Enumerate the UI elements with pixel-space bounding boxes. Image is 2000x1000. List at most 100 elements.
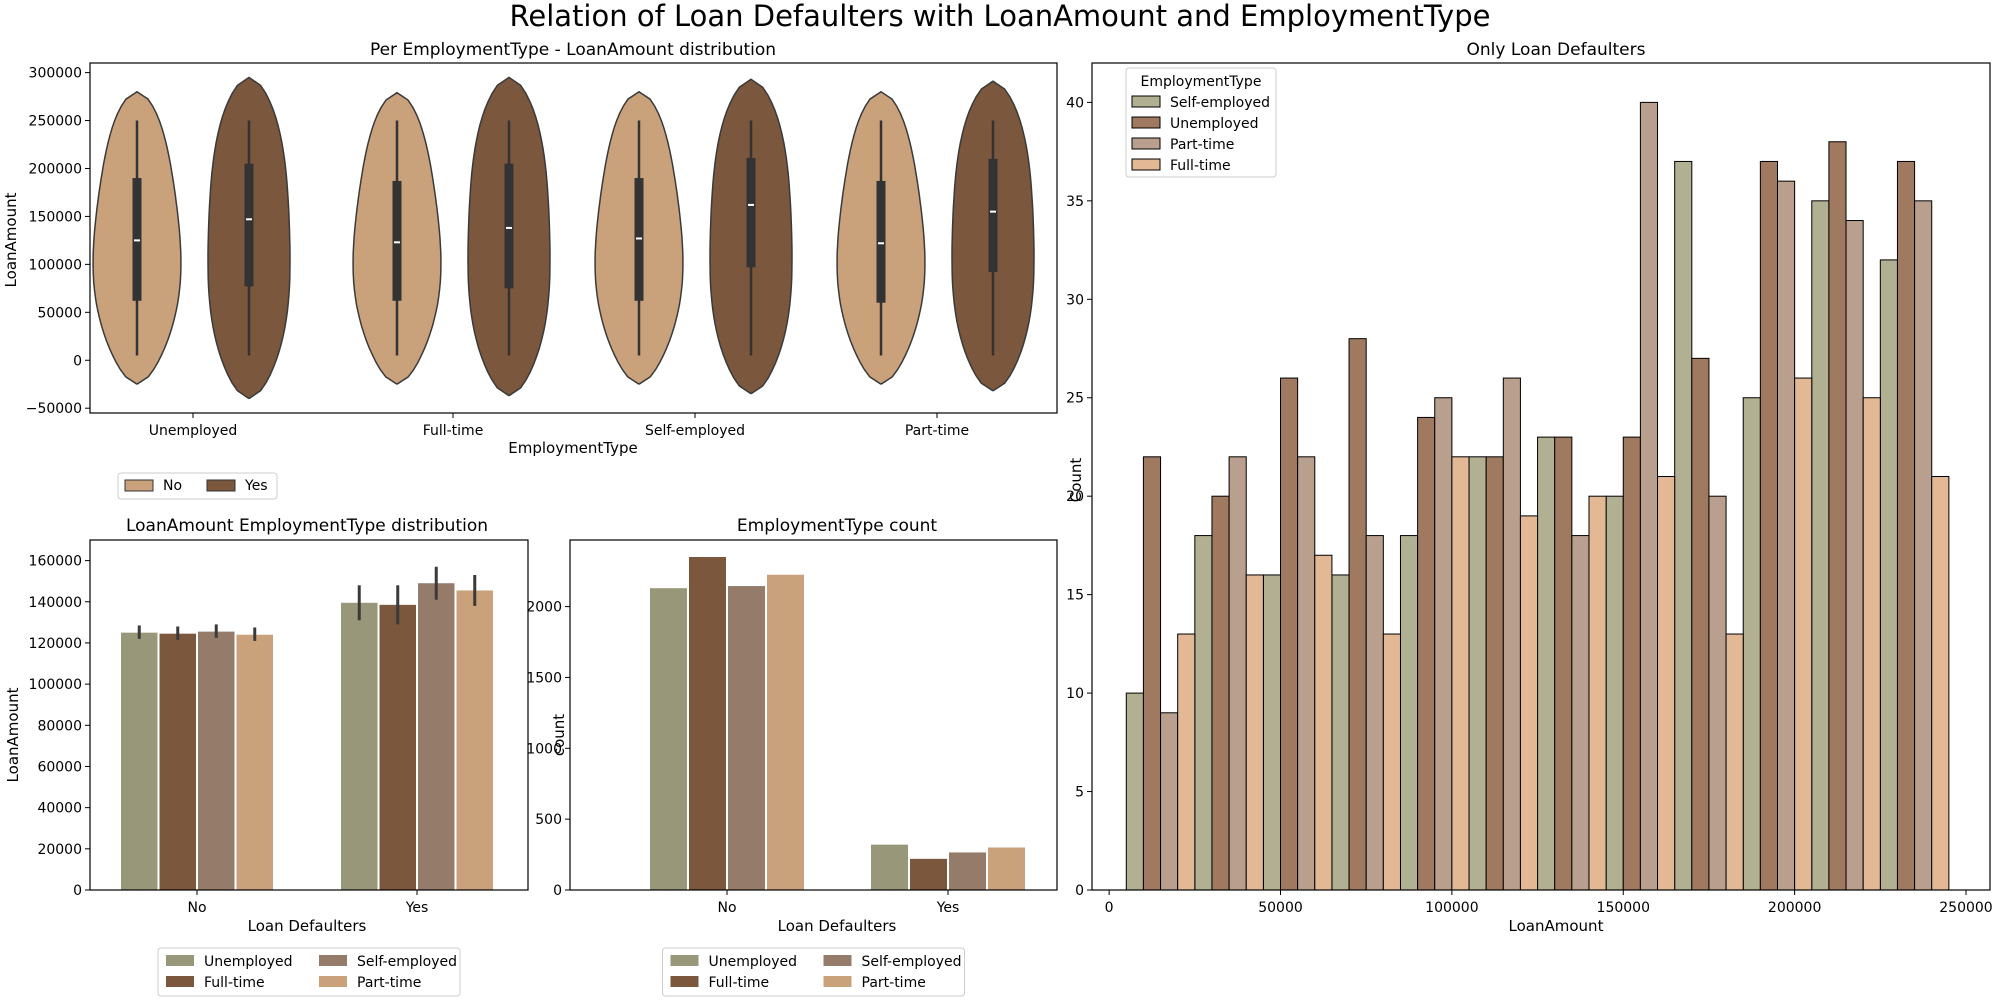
hist-ytick-label: 35 (1066, 194, 1084, 210)
violin-iqr-box (876, 180, 886, 303)
barmean-legend-swatch-unemployed (166, 955, 194, 966)
hist-bar-self-employed (1194, 535, 1213, 891)
violin-legend: No Yes (117, 472, 278, 500)
violin-ylabel: LoanAmount (2, 192, 20, 287)
figure-title: Relation of Loan Defaulters with LoanAmo… (510, 0, 1491, 33)
barmean-legend-swatch-full-time (166, 976, 194, 987)
barmean-bar-unemployed-no (121, 632, 158, 890)
hist-xlabel: LoanAmount (1509, 917, 1604, 935)
count-bar-part-time-yes (988, 847, 1025, 890)
barmean-bar-part-time-yes (456, 590, 493, 890)
hist-bar-full-time (1451, 456, 1470, 891)
barmean-legend-frame (157, 947, 461, 997)
violin-frame (89, 62, 1058, 414)
count-legend-label-part-time: Part-time (862, 975, 926, 991)
hist-xtick-label: 200000 (1768, 900, 1821, 916)
violin-ytick-label: 0 (73, 353, 82, 369)
violin-ytick-label: 100000 (29, 257, 82, 273)
barmean-xtick-label: Yes (405, 900, 429, 916)
hist-ytick-label: 40 (1066, 95, 1084, 111)
count-ytick-label: 0 (553, 883, 562, 899)
hist-bar-full-time (1725, 633, 1744, 891)
hist-bar-unemployed (1417, 416, 1436, 891)
hist-bar-part-time (1160, 712, 1179, 891)
hist-legend-label-part-time: Part-time (1170, 137, 1234, 153)
hist-bar-unemployed (1554, 436, 1573, 891)
violin-xtick-label: Self-employed (645, 423, 745, 439)
hist-bar-self-employed (1262, 574, 1282, 891)
count-bar-unemployed-yes (871, 844, 908, 890)
hist-ytick-label: 10 (1066, 686, 1084, 702)
hist-bar-self-employed (1742, 397, 1761, 891)
violin-ytick-label: 250000 (29, 114, 82, 130)
count-legend-frame (662, 947, 965, 997)
hist-frame (1091, 62, 1991, 891)
barmean-bar-part-time-no (236, 634, 273, 890)
count-ytick-label: 2000 (526, 600, 562, 616)
count-bar-unemployed-no (650, 588, 687, 890)
hist-bar-part-time (1845, 220, 1864, 891)
hist-bar-part-time (1708, 495, 1727, 891)
legend-swatch-no (124, 479, 154, 492)
violin-xtick-label: Full-time (423, 423, 484, 439)
legend-swatch-yes (206, 479, 236, 492)
hist-legend-swatch-unemployed (1131, 116, 1161, 129)
violin-chart: Per EmploymentType - LoanAmount distribu… (2, 40, 1058, 457)
violin-xtick-label: Part-time (905, 423, 969, 439)
hist-bar-full-time (1382, 633, 1401, 891)
hist-legend-swatch-full-time (1131, 158, 1161, 171)
count-xtick-label: Yes (936, 900, 960, 916)
count-xlabel: Loan Defaulters (778, 917, 897, 935)
barmean-xtick-label: No (187, 900, 206, 916)
barmean-bar-full-time-no (159, 633, 196, 890)
count-legend-label-self-employed: Self-employed (862, 954, 962, 970)
count-legend-label-unemployed: Unemployed (709, 954, 798, 970)
hist-bar-self-employed (1674, 160, 1693, 891)
hist-ytick-label: 15 (1066, 588, 1084, 604)
count-legend-label-full-time: Full-time (709, 975, 770, 991)
hist-bar-full-time (1177, 633, 1196, 891)
loanamount-bar-chart: LoanAmount EmploymentType distribution L… (4, 516, 529, 997)
count-bar-full-time-no (689, 557, 726, 890)
barmean-ytick-label: 80000 (37, 718, 82, 734)
hist-bar-part-time (1228, 456, 1247, 891)
hist-bar-self-employed (1811, 200, 1830, 891)
count-bar-part-time-no (767, 574, 804, 890)
barmean-ytick-label: 60000 (37, 759, 82, 775)
hist-ylabel: Count (1067, 458, 1085, 503)
barmean-legend-label-full-time: Full-time (204, 975, 265, 991)
violin-iqr-box (988, 158, 998, 273)
hist-bar-unemployed (1828, 141, 1847, 891)
hist-bar-full-time (1588, 495, 1607, 891)
hist-bar-full-time (1519, 515, 1539, 891)
hist-bar-full-time (1794, 377, 1813, 891)
barmean-legend-label-self-employed: Self-employed (357, 954, 457, 970)
count-frame (569, 539, 1058, 891)
hist-bar-unemployed (1348, 338, 1367, 891)
violin-ytick-label: 50000 (37, 305, 82, 321)
barmean-ytick-label: 120000 (29, 636, 82, 652)
hist-bar-part-time (1571, 535, 1590, 891)
count-legend-swatch-unemployed (670, 955, 699, 966)
hist-bar-unemployed (1622, 436, 1641, 891)
hist-ytick-label: 25 (1066, 391, 1084, 407)
violin-xlabel: EmploymentType (508, 439, 638, 457)
hist-bar-self-employed (1605, 495, 1624, 891)
defaulters-histogram: Only Loan Defaulters LoanAmount Count 0 5… (1066, 40, 1993, 935)
hist-legend-frame (1125, 67, 1277, 178)
hist-bar-part-time (1365, 535, 1384, 891)
hist-bar-part-time (1297, 456, 1316, 891)
count-bar-full-time-yes (910, 858, 947, 890)
hist-bar-unemployed (1759, 160, 1778, 891)
hist-bar-self-employed (1125, 692, 1144, 891)
hist-bar-unemployed (1485, 456, 1504, 891)
hist-legend-title: EmploymentType (1141, 74, 1262, 90)
barmean-ytick-label: 40000 (37, 801, 82, 817)
barmean-ytick-label: 0 (73, 883, 82, 899)
violin-iqr-box (504, 163, 514, 289)
legend-label-no: No (163, 478, 182, 494)
barmean-legend-label-unemployed: Unemployed (204, 954, 293, 970)
hist-legend-label-self-employed: Self-employed (1170, 95, 1270, 111)
violin-iqr-box (392, 180, 402, 301)
